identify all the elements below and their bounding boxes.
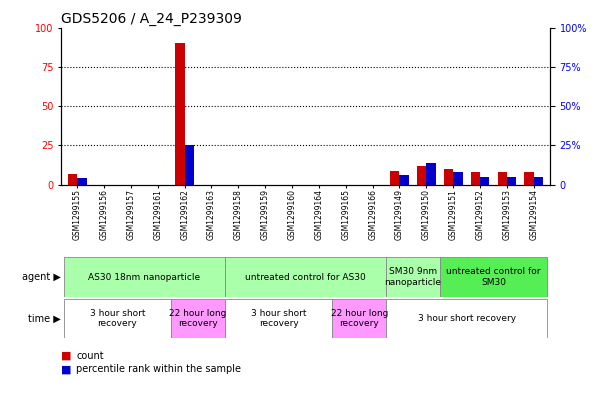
Text: ■: ■ xyxy=(61,364,71,375)
Text: agent ▶: agent ▶ xyxy=(22,272,61,282)
Bar xyxy=(225,299,332,338)
Bar xyxy=(332,299,386,338)
Bar xyxy=(444,169,453,185)
Text: 3 hour short recovery: 3 hour short recovery xyxy=(417,314,516,323)
Text: ■: ■ xyxy=(61,351,71,361)
Bar xyxy=(77,178,87,185)
Text: time ▶: time ▶ xyxy=(28,313,61,323)
Bar xyxy=(440,257,547,297)
Text: SM30 9nm
nanoparticle: SM30 9nm nanoparticle xyxy=(384,267,441,287)
Text: 22 hour long
recovery: 22 hour long recovery xyxy=(169,309,227,328)
Text: count: count xyxy=(76,351,104,361)
Bar xyxy=(453,172,463,185)
Text: GDS5206 / A_24_P239309: GDS5206 / A_24_P239309 xyxy=(61,13,242,26)
Bar xyxy=(64,257,225,297)
Bar xyxy=(480,177,489,185)
Bar xyxy=(171,299,225,338)
Bar xyxy=(497,172,507,185)
Bar xyxy=(386,299,547,338)
Bar xyxy=(417,166,426,185)
Text: 3 hour short
recovery: 3 hour short recovery xyxy=(90,309,145,328)
Bar xyxy=(64,299,171,338)
Bar xyxy=(426,163,436,185)
Bar xyxy=(68,174,77,185)
Bar xyxy=(400,175,409,185)
Bar xyxy=(390,171,400,185)
Bar xyxy=(534,177,543,185)
Text: untreated control for AS30: untreated control for AS30 xyxy=(245,273,366,281)
Bar xyxy=(386,257,440,297)
Bar xyxy=(185,145,194,185)
Bar xyxy=(470,172,480,185)
Text: AS30 18nm nanoparticle: AS30 18nm nanoparticle xyxy=(89,273,200,281)
Text: 22 hour long
recovery: 22 hour long recovery xyxy=(331,309,388,328)
Text: percentile rank within the sample: percentile rank within the sample xyxy=(76,364,241,375)
Bar xyxy=(507,177,516,185)
Bar xyxy=(225,257,386,297)
Text: 3 hour short
recovery: 3 hour short recovery xyxy=(251,309,306,328)
Bar xyxy=(524,172,534,185)
Bar xyxy=(175,43,185,185)
Text: untreated control for
SM30: untreated control for SM30 xyxy=(446,267,541,287)
